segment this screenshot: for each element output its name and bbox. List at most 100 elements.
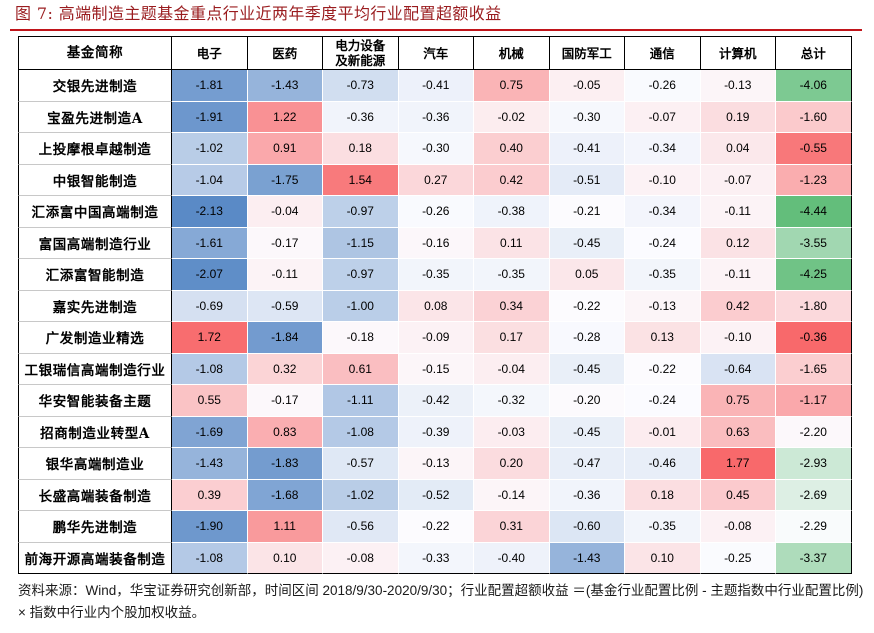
heatmap-cell-computer: -0.10	[700, 322, 776, 354]
heatmap-cell-machinery: -0.40	[474, 542, 550, 574]
heatmap-cell-telecom: 0.10	[625, 542, 701, 574]
column-header-fund-name: 基金简称	[18, 36, 172, 70]
heatmap-cell-defense: -0.51	[549, 164, 625, 196]
heatmap-cell-auto: 0.27	[398, 164, 474, 196]
fund-name-cell: 前海开源高端装备制造	[18, 542, 172, 574]
heatmap-cell-machinery: -0.03	[474, 416, 550, 448]
heatmap-cell-defense: 0.05	[549, 259, 625, 291]
column-header-pharma: 医药	[247, 36, 323, 70]
total-cell: -1.60	[776, 101, 852, 133]
fund-name-cell: 华安智能装备主题	[18, 385, 172, 417]
heatmap-cell-computer: 0.45	[700, 479, 776, 511]
fund-name-cell: 上投摩根卓越制造	[18, 133, 172, 165]
header-row: 基金简称 电子 医药 电力设备 及新能源 汽车 机械 国防军工 通信 计算机 总…	[18, 36, 852, 70]
column-header-electronics: 电子	[172, 36, 248, 70]
heatmap-cell-computer: 0.12	[700, 227, 776, 259]
heatmap-cell-pharma: 0.83	[247, 416, 323, 448]
heatmap-cell-pharma: 0.32	[247, 353, 323, 385]
heatmap-cell-computer: 0.04	[700, 133, 776, 165]
heatmap-cell-power-equipment-new-energy: -1.11	[323, 385, 399, 417]
total-cell: -1.80	[776, 290, 852, 322]
heatmap-cell-pharma: 1.22	[247, 101, 323, 133]
heatmap-cell-auto: -0.15	[398, 353, 474, 385]
heatmap-cell-computer: -0.13	[700, 70, 776, 102]
total-cell: -0.36	[776, 322, 852, 354]
table-row: 前海开源高端装备制造 -1.08 0.10 -0.08 -0.33 -0.40 -1.43 0…	[18, 542, 852, 574]
heatmap-cell-auto: -0.42	[398, 385, 474, 417]
heatmap-cell-machinery: -0.32	[474, 385, 550, 417]
heatmap-cell-electronics: 0.55	[172, 385, 248, 417]
heatmap-cell-pharma: -1.68	[247, 479, 323, 511]
heatmap-cell-computer: -0.07	[700, 164, 776, 196]
heatmap-cell-machinery: 0.42	[474, 164, 550, 196]
heatmap-cell-pharma: -0.17	[247, 227, 323, 259]
table-row: 中银智能制造 -1.04 -1.75 1.54 0.27 0.42 -0.51 -0.10 -0…	[18, 164, 852, 196]
table-row: 华安智能装备主题 0.55 -0.17 -1.11 -0.42 -0.32 -0.20 -0.…	[18, 385, 852, 417]
total-cell: -4.44	[776, 196, 852, 228]
heatmap-cell-auto: -0.16	[398, 227, 474, 259]
table-body: 交银先进制造 -1.81 -1.43 -0.73 -0.41 0.75 -0.05 -0.26…	[18, 70, 852, 574]
column-header-total: 总计	[776, 36, 852, 70]
heatmap-cell-pharma: 0.10	[247, 542, 323, 574]
heatmap-cell-electronics: -0.69	[172, 290, 248, 322]
heatmap-cell-pharma: -0.17	[247, 385, 323, 417]
fund-name-cell: 工银瑞信高端制造行业	[18, 353, 172, 385]
fund-name-cell: 广发制造业精选	[18, 322, 172, 354]
heatmap-cell-telecom: -0.10	[625, 164, 701, 196]
heatmap-cell-electronics: -2.13	[172, 196, 248, 228]
total-cell: -4.25	[776, 259, 852, 291]
total-cell: -2.93	[776, 448, 852, 480]
heatmap-cell-power-equipment-new-energy: -0.97	[323, 196, 399, 228]
heatmap-cell-pharma: -1.75	[247, 164, 323, 196]
heatmap-cell-power-equipment-new-energy: -1.08	[323, 416, 399, 448]
heatmap-cell-telecom: 0.13	[625, 322, 701, 354]
heatmap-cell-auto: -0.35	[398, 259, 474, 291]
heatmap-cell-auto: -0.41	[398, 70, 474, 102]
heatmap-cell-computer: -0.64	[700, 353, 776, 385]
heatmap-cell-pharma: -1.83	[247, 448, 323, 480]
table-row: 工银瑞信高端制造行业 -1.08 0.32 0.61 -0.15 -0.04 -0.45 -0…	[18, 353, 852, 385]
table-row: 长盛高端装备制造 0.39 -1.68 -1.02 -0.52 -0.14 -0.36 0.1…	[18, 479, 852, 511]
heatmap-cell-machinery: -0.04	[474, 353, 550, 385]
heatmap-cell-computer: 0.63	[700, 416, 776, 448]
heatmap-cell-power-equipment-new-energy: -0.56	[323, 511, 399, 543]
heatmap-cell-telecom: -0.24	[625, 385, 701, 417]
column-header-machinery: 机械	[474, 36, 550, 70]
table-row: 宝盈先进制造A -1.91 1.22 -0.36 -0.36 -0.02 -0.30 -0.0…	[18, 101, 852, 133]
heatmap-cell-defense: -0.45	[549, 227, 625, 259]
heatmap-cell-electronics: -1.43	[172, 448, 248, 480]
heatmap-cell-defense: -0.36	[549, 479, 625, 511]
heatmap-cell-defense: -0.47	[549, 448, 625, 480]
heatmap-cell-defense: -1.43	[549, 542, 625, 574]
source-note: 资料来源：Wind，华宝证券研究创新部，时间区间 2018/9/30-2020/…	[18, 583, 864, 620]
heatmap-cell-machinery: 0.75	[474, 70, 550, 102]
heatmap-cell-defense: -0.60	[549, 511, 625, 543]
column-header-power-equipment-new-energy: 电力设备 及新能源	[323, 36, 399, 70]
heatmap-cell-telecom: -0.01	[625, 416, 701, 448]
total-cell: -2.20	[776, 416, 852, 448]
heatmap-cell-power-equipment-new-energy: -0.18	[323, 322, 399, 354]
heatmap-cell-telecom: -0.35	[625, 511, 701, 543]
total-cell: -0.55	[776, 133, 852, 165]
heatmap-cell-defense: -0.45	[549, 353, 625, 385]
heatmap-cell-power-equipment-new-energy: -0.97	[323, 259, 399, 291]
heatmap-cell-telecom: -0.07	[625, 101, 701, 133]
heatmap-cell-machinery: -0.14	[474, 479, 550, 511]
heatmap-cell-computer: -0.25	[700, 542, 776, 574]
heatmap-cell-machinery: 0.40	[474, 133, 550, 165]
heatmap-cell-computer: -0.11	[700, 259, 776, 291]
heatmap-cell-machinery: -0.38	[474, 196, 550, 228]
figure-title: 图 7: 高端制造主题基金重点行业近两年季度平均行业配置超额收益	[15, 4, 502, 23]
fund-name-cell: 招商制造业转型A	[18, 416, 172, 448]
heatmap-cell-defense: -0.30	[549, 101, 625, 133]
fund-name-cell: 嘉实先进制造	[18, 290, 172, 322]
heatmap-cell-machinery: -0.02	[474, 101, 550, 133]
column-header-computer: 计算机	[700, 36, 776, 70]
total-cell: -2.29	[776, 511, 852, 543]
heatmap-cell-pharma: -0.04	[247, 196, 323, 228]
table-row: 广发制造业精选 1.72 -1.84 -0.18 -0.09 0.17 -0.28 0.13-…	[18, 322, 852, 354]
heatmap-cell-pharma: -0.59	[247, 290, 323, 322]
heatmap-cell-electronics: -1.08	[172, 353, 248, 385]
fund-name-cell: 长盛高端装备制造	[18, 479, 172, 511]
total-cell: -4.06	[776, 70, 852, 102]
